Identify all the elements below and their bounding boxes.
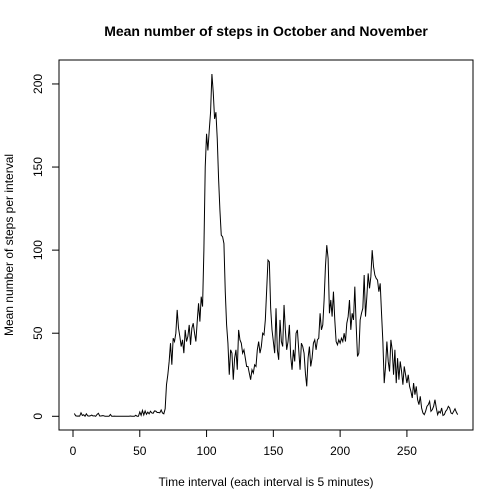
y-tick-label: 100: [31, 240, 45, 260]
y-tick-label: 50: [31, 326, 45, 340]
y-tick-label: 0: [31, 413, 45, 420]
y-tick-label: 200: [31, 74, 45, 94]
y-tick-label: 150: [31, 157, 45, 177]
x-axis-label: Time interval (each interval is 5 minute…: [159, 475, 374, 489]
data-line: [73, 73, 459, 418]
x-tick-label: 50: [133, 444, 147, 458]
x-tick-label: 200: [330, 444, 350, 458]
x-tick-label: 0: [70, 444, 77, 458]
y-axis-label: Mean number of steps per interval: [2, 154, 16, 336]
x-tick-label: 100: [197, 444, 217, 458]
x-tick-label: 250: [397, 444, 417, 458]
chart-title: Mean number of steps in October and Nove…: [104, 23, 428, 39]
x-tick-label: 150: [263, 444, 283, 458]
